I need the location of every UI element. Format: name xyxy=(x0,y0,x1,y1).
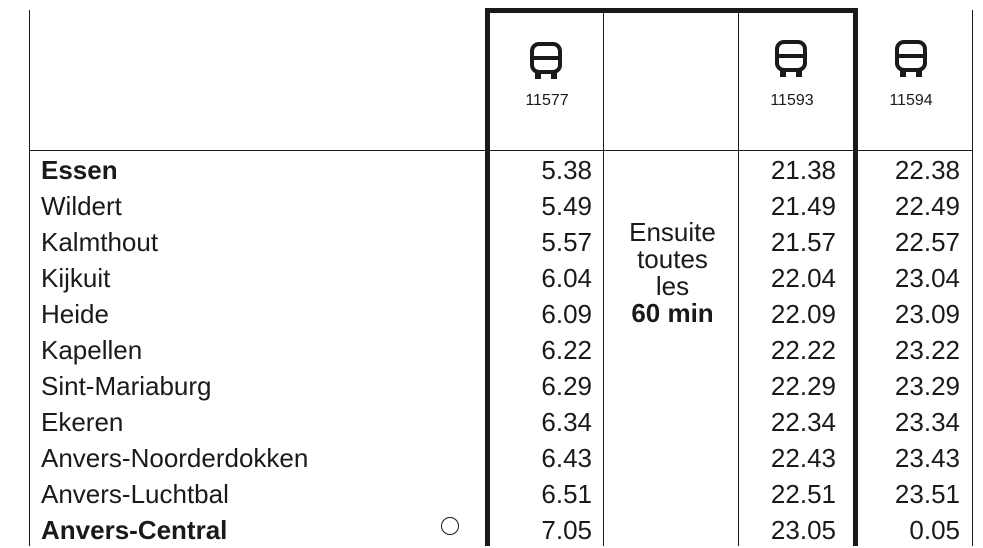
block-border-top xyxy=(485,8,858,13)
time-cell: 22.09 xyxy=(770,299,836,329)
frequency-note-line: Ensuite xyxy=(629,217,716,247)
time-cell: 6.29 xyxy=(541,371,592,401)
trip-number: 11593 xyxy=(770,92,814,109)
time-cell: 23.22 xyxy=(894,335,960,365)
station-name: Ekeren xyxy=(41,407,124,437)
block-border-left xyxy=(485,10,490,546)
time-cell: 23.29 xyxy=(894,371,960,401)
time-cell: 22.57 xyxy=(894,227,960,257)
time-cell: 22.38 xyxy=(894,155,960,185)
bus-icon xyxy=(775,40,807,77)
time-cell: 23.34 xyxy=(894,407,960,437)
time-cell: 22.34 xyxy=(770,407,836,437)
time-cell: 6.34 xyxy=(541,407,592,437)
trip-number: 11577 xyxy=(525,92,569,109)
time-cell: 23.05 xyxy=(770,515,836,545)
time-cell: 23.09 xyxy=(894,299,960,329)
left-border xyxy=(29,10,30,546)
time-cell: 21.49 xyxy=(770,191,836,221)
frequency-note-line: les xyxy=(655,271,690,301)
time-cell: 6.04 xyxy=(541,263,592,293)
station-name: Anvers-Luchtbal xyxy=(41,479,229,509)
time-cell: 22.49 xyxy=(894,191,960,221)
station-name: Anvers-Noorderdokken xyxy=(41,443,309,473)
time-cell: 6.43 xyxy=(541,443,592,473)
bus-icon xyxy=(895,40,927,77)
time-cell: 6.51 xyxy=(541,479,592,509)
station-name: Sint-Mariaburg xyxy=(41,371,212,401)
time-cell: 0.05 xyxy=(909,515,960,545)
time-cell: 21.57 xyxy=(770,227,836,257)
station-name: Kapellen xyxy=(41,335,143,365)
bus-icon xyxy=(530,42,562,79)
station-name: Essen xyxy=(41,155,118,185)
station-name: Kalmthout xyxy=(41,227,159,257)
trip-number: 11594 xyxy=(889,92,933,109)
station-name: Anvers-Central xyxy=(41,515,228,545)
time-cell: 7.05 xyxy=(541,515,592,545)
time-cell: 22.04 xyxy=(770,263,836,293)
time-cell: 5.49 xyxy=(541,191,592,221)
time-cell: 5.38 xyxy=(541,155,592,185)
station-name: Wildert xyxy=(41,191,122,221)
frequency-note-line: toutes xyxy=(637,244,708,274)
time-cell: 23.51 xyxy=(894,479,960,509)
circle-icon xyxy=(441,517,459,535)
time-cell: 23.04 xyxy=(894,263,960,293)
time-cell: 6.22 xyxy=(541,335,592,365)
time-cell: 22.22 xyxy=(770,335,836,365)
time-cell: 21.38 xyxy=(770,155,836,185)
time-cell: 22.43 xyxy=(770,443,836,473)
col1-right-line xyxy=(603,10,604,546)
frequency-interval: 60 min xyxy=(631,298,714,328)
time-cell: 6.09 xyxy=(541,299,592,329)
station-name: Heide xyxy=(41,299,109,329)
time-cell: 22.29 xyxy=(770,371,836,401)
frequency-note: Ensuite toutes les 60 min xyxy=(605,219,740,327)
station-name: Kijkuit xyxy=(41,263,111,293)
col2-left-line xyxy=(738,10,739,546)
header-divider xyxy=(29,150,972,151)
time-cell: 5.57 xyxy=(541,227,592,257)
time-cell: 22.51 xyxy=(770,479,836,509)
time-cell: 23.43 xyxy=(894,443,960,473)
block-border-right xyxy=(853,10,858,546)
right-border xyxy=(972,10,973,546)
